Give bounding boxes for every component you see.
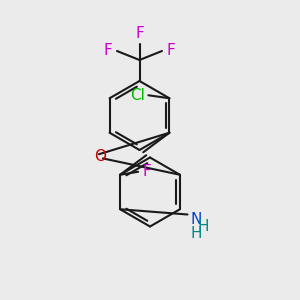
Text: H: H [190, 226, 202, 241]
Text: F: F [104, 44, 112, 59]
Text: F: F [142, 164, 152, 179]
Text: H: H [197, 219, 209, 234]
Text: Cl: Cl [130, 88, 146, 103]
Text: N: N [190, 212, 202, 226]
Text: O: O [94, 149, 106, 164]
Text: F: F [135, 26, 144, 41]
Text: F: F [167, 44, 175, 59]
